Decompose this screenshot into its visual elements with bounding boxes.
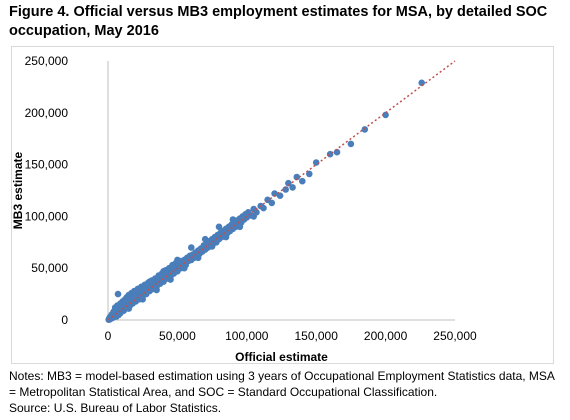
reference-line xyxy=(107,60,456,321)
x-tick-label: 100,000 xyxy=(225,329,269,343)
data-point xyxy=(276,192,284,199)
x-tick-labels: 0 50,000 100,000 150,000 200,000 250,000 xyxy=(105,329,477,343)
x-axis-title: Official estimate xyxy=(235,350,328,363)
data-point xyxy=(222,233,230,241)
y-tick-label: 50,000 xyxy=(31,261,68,275)
x-tick-label: 50,000 xyxy=(159,329,196,343)
figure-notes: Notes: MB3 = model-based estimation usin… xyxy=(9,369,555,399)
data-point xyxy=(268,199,276,207)
data-point xyxy=(125,305,133,312)
data-point xyxy=(208,243,216,250)
scatter-chart: 0 50,000 100,000 150,000 200,000 250,000 0 50,… xyxy=(12,54,477,363)
data-point xyxy=(174,256,181,264)
data-point xyxy=(132,289,140,297)
data-point xyxy=(250,213,257,220)
data-point xyxy=(271,190,278,197)
data-point xyxy=(236,223,244,231)
data-point xyxy=(282,186,290,193)
data-point xyxy=(260,204,267,212)
x-tick-label: 150,000 xyxy=(295,329,339,343)
figure-source: Source: U.S. Bureau of Labor Statistics. xyxy=(9,401,222,415)
x-tick-label: 200,000 xyxy=(364,329,408,343)
figure-title: Figure 4. Official versus MB3 employment… xyxy=(9,4,548,39)
data-point xyxy=(153,286,160,294)
data-point xyxy=(146,278,153,285)
data-point xyxy=(229,216,237,223)
data-point xyxy=(306,170,313,178)
y-tick-labels: 0 50,000 100,000 150,000 200,000 250,000 xyxy=(25,54,69,327)
data-point xyxy=(181,264,188,272)
data-point xyxy=(114,290,122,298)
x-tick-label: 0 xyxy=(105,329,112,343)
y-tick-label: 100,000 xyxy=(25,209,69,223)
data-point xyxy=(289,184,296,191)
data-point xyxy=(293,173,301,181)
data-point xyxy=(418,79,426,87)
y-tick-label: 200,000 xyxy=(25,106,69,120)
y-axis-title: MB3 estimate xyxy=(12,152,25,230)
data-point xyxy=(188,244,195,251)
data-point xyxy=(139,296,146,303)
chart-area: 0 50,000 100,000 150,000 200,000 250,000 0 50,… xyxy=(11,46,554,364)
data-point xyxy=(347,140,355,148)
data-point xyxy=(160,268,167,275)
data-points xyxy=(105,79,426,324)
data-point xyxy=(382,111,389,119)
y-tick-label: 150,000 xyxy=(25,158,69,172)
data-point xyxy=(361,126,369,133)
y-tick-label: 250,000 xyxy=(25,54,69,68)
x-tick-label: 250,000 xyxy=(433,329,477,343)
data-point xyxy=(201,235,209,243)
data-point xyxy=(167,276,174,283)
data-point xyxy=(299,177,306,185)
y-tick-label: 0 xyxy=(61,313,68,327)
data-point xyxy=(215,223,223,231)
data-point xyxy=(194,254,202,262)
